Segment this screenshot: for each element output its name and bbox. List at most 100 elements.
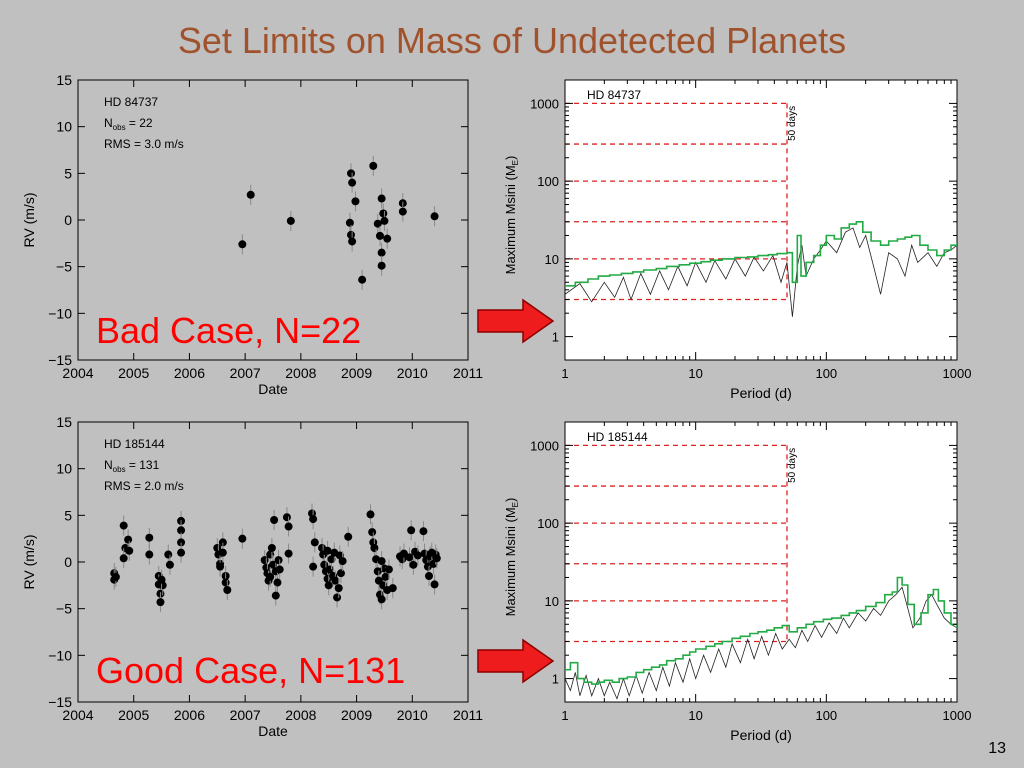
x-axis-label: Date [258, 381, 288, 397]
data-point [432, 554, 441, 563]
data-point [369, 161, 378, 170]
data-point [221, 578, 230, 587]
y-tick-label: 1 [552, 330, 559, 345]
data-point [119, 554, 128, 563]
y-tick-label: −10 [48, 305, 72, 321]
data-point [165, 560, 174, 569]
x-tick-label: 2006 [174, 365, 205, 381]
star-name: HD 84737 [587, 88, 641, 102]
data-point [381, 572, 390, 581]
data-point [327, 555, 336, 564]
data-point [379, 209, 388, 218]
x-tick-label: 2004 [62, 707, 93, 723]
data-point [177, 526, 186, 535]
y-tick-label: 10 [545, 594, 559, 609]
data-point [309, 515, 318, 524]
data-point [274, 556, 283, 565]
mass-limit-chart-bottom: 50 days 1 10 100 1000 1 10 100 1000 Period (d) Max… [503, 421, 972, 743]
data-point [398, 207, 407, 216]
mass-limit-chart-top: 50 days 1 10 100 1000 1 10 100 1000 Period (d) Max… [503, 79, 971, 401]
star-name: HD 185144 [587, 430, 648, 444]
data-point [282, 513, 291, 522]
x-tick-label: 2006 [174, 707, 205, 723]
data-point [324, 581, 333, 590]
data-point [218, 538, 227, 547]
data-point [238, 240, 247, 249]
data-point [145, 550, 154, 559]
good-case-label: Good Case, N=131 [96, 650, 406, 691]
y-tick-label: −15 [48, 352, 72, 368]
plot-frame [564, 79, 958, 361]
data-point [405, 553, 414, 562]
y-axis-label: RV (m/s) [21, 535, 37, 590]
y-tick-label: 15 [56, 72, 72, 88]
data-point [330, 548, 339, 557]
x-tick-label: 1 [561, 708, 568, 723]
y-tick-label: 10 [56, 119, 72, 135]
data-point [213, 544, 222, 552]
y-tick-label: −5 [56, 601, 72, 617]
data-point [271, 591, 280, 600]
x-tick-label: 1 [561, 366, 568, 381]
data-point [407, 526, 416, 535]
data-point [223, 586, 232, 594]
y-tick-label: 100 [537, 516, 559, 531]
data-point [425, 572, 433, 580]
data-point [246, 190, 255, 199]
data-point [370, 544, 379, 552]
data-point [273, 578, 282, 587]
data-point [358, 275, 367, 284]
data-point [177, 548, 186, 557]
data-point [336, 569, 345, 578]
y-tick-label: 1000 [530, 96, 559, 111]
x-tick-label: 2009 [341, 707, 372, 723]
data-point [377, 557, 386, 566]
x-tick-label: 2010 [397, 707, 428, 723]
data-point [373, 567, 382, 576]
period-marker-label: 50 days [787, 106, 798, 141]
noise-curve [565, 586, 957, 700]
x-tick-label: 2011 [453, 365, 483, 381]
data-point [380, 216, 389, 225]
data-point [413, 551, 422, 560]
x-tick-label: 2004 [62, 365, 93, 381]
data-point [377, 248, 386, 257]
noise-curve [565, 227, 957, 317]
x-tick-label: 2007 [230, 365, 261, 381]
x-tick-label: 1000 [943, 708, 972, 723]
data-point [368, 528, 377, 537]
data-point [156, 598, 165, 607]
data-point [430, 580, 439, 589]
data-point [125, 546, 134, 555]
data-point [284, 522, 293, 531]
star-name: HD 84737 [104, 95, 158, 109]
data-point [145, 533, 154, 542]
arrow-icon-bottom [477, 638, 555, 684]
slide-number: 13 [988, 740, 1006, 757]
x-tick-label: 100 [815, 708, 837, 723]
x-axis-label: Date [258, 723, 288, 739]
plot-frame [564, 421, 958, 703]
y-tick-label: 10 [545, 252, 559, 267]
data-point [269, 560, 277, 569]
data-point [216, 562, 225, 571]
data-point [218, 548, 227, 557]
arrow-icon-top [477, 298, 555, 344]
data-point [310, 538, 319, 547]
limit-curve [565, 576, 957, 685]
nobs-label: Nobs = 22 [104, 116, 153, 132]
x-tick-label: 2009 [341, 365, 372, 381]
data-point [377, 261, 386, 270]
data-point [377, 595, 386, 604]
y-tick-label: −5 [56, 259, 72, 275]
y-tick-label: 1 [552, 672, 559, 687]
data-point [373, 219, 382, 228]
data-point [344, 532, 353, 541]
data-point [338, 557, 347, 566]
data-point [430, 212, 439, 221]
bad-case-label: Bad Case, N=22 [96, 310, 362, 351]
y-tick-label: 5 [64, 507, 72, 523]
data-point [164, 550, 173, 559]
